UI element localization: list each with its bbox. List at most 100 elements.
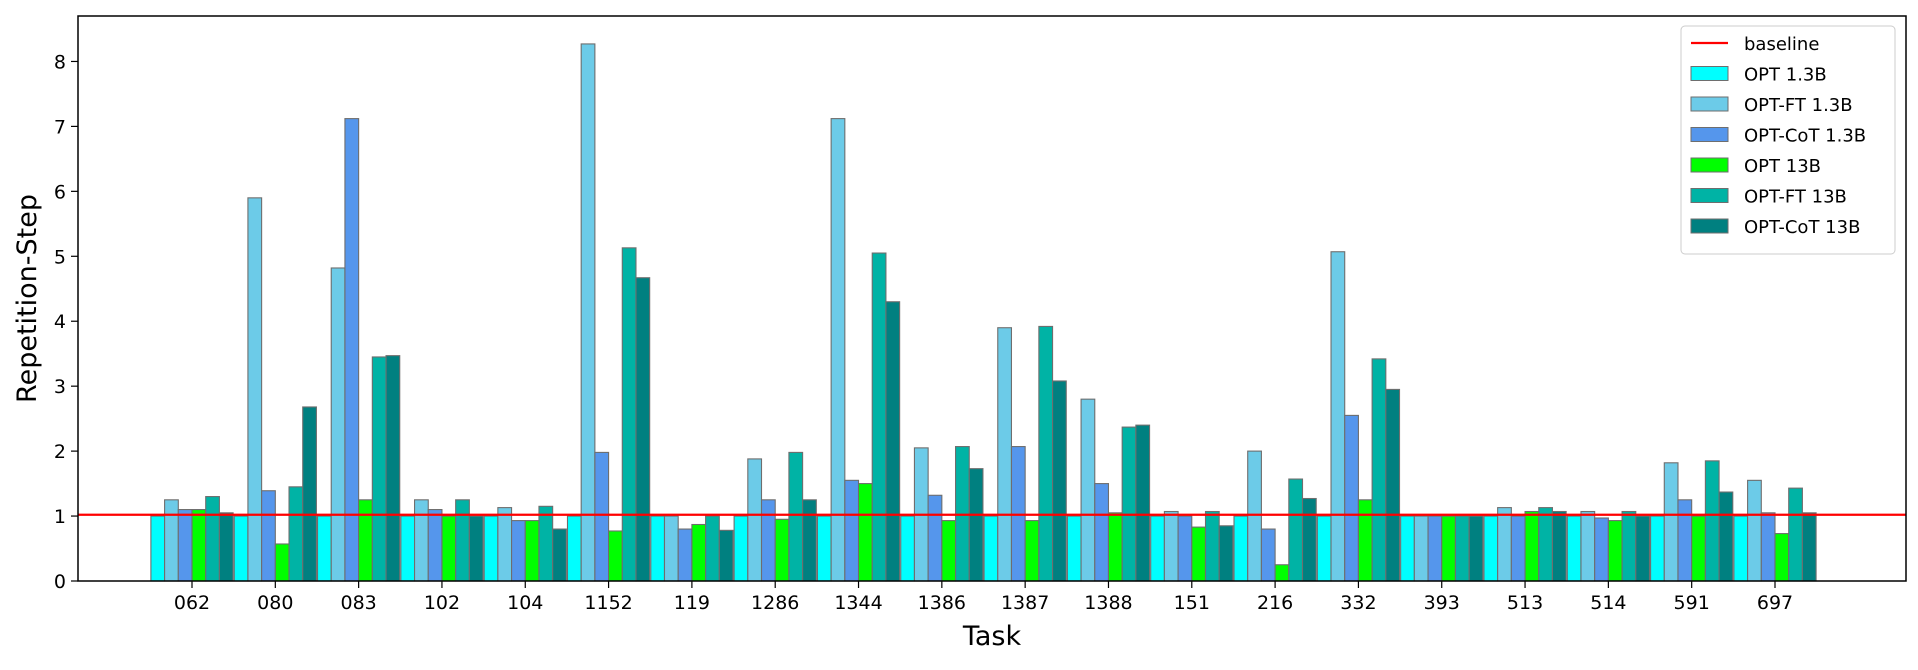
legend-label-opt-ft-13b: OPT-FT 13B (1744, 187, 1847, 208)
bar-opt-1-3b-102 (400, 515, 416, 582)
bar-opt-ft-1-3b-332 (1330, 251, 1346, 582)
legend-label-opt-cot-1-3b: OPT-CoT 1.3B (1744, 126, 1866, 147)
bar-opt-ft-13b-104 (538, 505, 554, 582)
bar-opt-13b-1344 (857, 483, 873, 582)
x-tick-label: 1286 (751, 592, 799, 614)
bar-opt-cot-1-3b-151 (1177, 515, 1193, 582)
x-tick-label: 102 (424, 592, 460, 614)
y-axis-title: Repetition-Step (12, 194, 43, 403)
y-tick-label: 3 (54, 376, 66, 398)
bar-opt-cot-13b-062 (218, 512, 234, 582)
bar-opt-ft-1-3b-591 (1663, 462, 1679, 582)
bar-opt-cot-13b-119 (718, 529, 734, 582)
bar-opt-cot-13b-1286 (802, 499, 817, 582)
bar-opt-cot-1-3b-393 (1427, 515, 1443, 582)
x-tick-label: 1387 (1001, 592, 1049, 614)
x-tick-label: 591 (1674, 592, 1710, 614)
x-tick-label: 119 (674, 592, 710, 614)
legend-label-baseline: baseline (1744, 34, 1819, 55)
x-tick-label: 062 (174, 592, 210, 614)
bar-opt-cot-13b-591 (1718, 491, 1734, 582)
x-tick-label: 697 (1757, 592, 1793, 614)
bar-opt-cot-1-3b-119 (677, 528, 693, 582)
bar-opt-cot-13b-332 (1385, 388, 1401, 582)
bar-opt-ft-1-3b-080 (247, 197, 263, 582)
bar-opt-1-3b-1388 (1066, 515, 1082, 582)
bar-opt-cot-1-3b-1344 (844, 479, 860, 582)
bar-opt-cot-1-3b-1388 (1094, 483, 1110, 582)
bar-opt-cot-13b-514 (1635, 515, 1651, 582)
bar-opt-ft-13b-151 (1204, 510, 1220, 582)
bar-opt-ft-13b-1388 (1121, 426, 1137, 582)
x-tick-label: 1386 (918, 592, 966, 614)
y-tick-label: 7 (54, 116, 66, 138)
x-tick-label: 332 (1340, 592, 1376, 614)
bar-opt-1-3b-1387 (983, 515, 999, 582)
bar-opt-cot-13b-1387 (1052, 380, 1067, 582)
bar-opt-cot-1-3b-104 (511, 520, 526, 582)
bar-opt-13b-591 (1691, 515, 1706, 582)
bar-opt-cot-13b-216 (1301, 497, 1317, 582)
bar-opt-cot-13b-393 (1468, 515, 1484, 582)
bar-opt-1-3b-104 (483, 515, 499, 582)
bar-opt-13b-151 (1191, 526, 1207, 582)
bar-opt-cot-13b-697 (1801, 512, 1817, 582)
bar-opt-cot-1-3b-062 (177, 509, 193, 582)
bar-opt-13b-332 (1357, 499, 1373, 582)
y-tick-label: 8 (54, 51, 66, 73)
bar-opt-1-3b-062 (150, 515, 166, 582)
y-tick-label: 6 (54, 181, 66, 203)
bar-opt-ft-1-3b-102 (413, 499, 429, 582)
bar-opt-13b-102 (441, 515, 457, 582)
bar-opt-ft-13b-1152 (621, 247, 637, 582)
bar-opt-ft-13b-591 (1704, 460, 1720, 582)
bar-opt-1-3b-514 (1566, 515, 1582, 582)
bar-opt-cot-1-3b-1152 (594, 451, 610, 582)
bar-opt-ft-1-3b-119 (663, 515, 679, 582)
y-tick-label: 5 (54, 246, 66, 268)
bar-opt-ft-13b-513 (1538, 507, 1553, 582)
bar-opt-cot-13b-151 (1218, 525, 1234, 582)
bar-opt-ft-1-3b-1387 (997, 327, 1013, 582)
bar-opt-1-3b-697 (1733, 515, 1749, 582)
bar-opt-ft-1-3b-1152 (580, 43, 596, 582)
bar-opt-1-3b-1152 (566, 515, 582, 582)
ticks-layer: 0 1 2 3 4 5 6 7 8 062 080 083 102 104 1152 119 1286 1344 1… (54, 51, 1793, 614)
bar-opt-ft-13b-083 (371, 356, 387, 582)
bar-opt-cot-13b-1386 (968, 468, 984, 582)
legend-label-opt-ft-1-3b: OPT-FT 1.3B (1744, 95, 1853, 116)
plot-frame (77, 15, 1907, 582)
bar-opt-13b-1387 (1024, 520, 1040, 582)
legend-frame (1680, 25, 1896, 255)
bar-opt-cot-1-3b-513 (1510, 515, 1526, 582)
legend-label-opt-cot-13b: OPT-CoT 13B (1744, 217, 1860, 238)
x-tick-label: 1388 (1084, 592, 1132, 614)
legend-swatch-opt-13b (1690, 157, 1729, 173)
bar-opt-cot-13b-1152 (635, 277, 651, 582)
bars-layer (150, 43, 1817, 582)
bar-opt-ft-1-3b-062 (164, 499, 179, 582)
bar-opt-ft-1-3b-216 (1247, 450, 1262, 582)
y-tick-label: 4 (54, 311, 66, 333)
bar-opt-13b-119 (691, 523, 707, 582)
legend-swatch-opt-1-3b (1690, 66, 1729, 81)
bar-opt-cot-1-3b-1286 (760, 499, 776, 582)
bar-opt-ft-1-3b-1388 (1080, 398, 1096, 582)
x-tick-label: 513 (1507, 592, 1543, 614)
bar-opt-1-3b-083 (316, 515, 332, 582)
bar-opt-ft-1-3b-697 (1747, 479, 1762, 582)
bar-opt-1-3b-216 (1233, 515, 1249, 582)
bar-opt-ft-1-3b-104 (497, 507, 513, 582)
y-tick-label: 0 (54, 571, 66, 593)
bar-opt-ft-13b-1344 (871, 252, 887, 582)
bar-opt-13b-513 (1524, 510, 1540, 582)
bar-opt-ft-13b-1387 (1038, 325, 1054, 582)
bar-opt-1-3b-393 (1400, 515, 1415, 582)
legend-label-opt-13b: OPT 13B (1744, 156, 1821, 177)
bar-opt-1-3b-119 (650, 515, 666, 582)
bar-opt-ft-13b-1286 (788, 451, 804, 582)
bar-opt-cot-13b-102 (468, 515, 484, 582)
bar-opt-13b-083 (358, 499, 373, 582)
bar-opt-cot-1-3b-697 (1760, 512, 1776, 582)
